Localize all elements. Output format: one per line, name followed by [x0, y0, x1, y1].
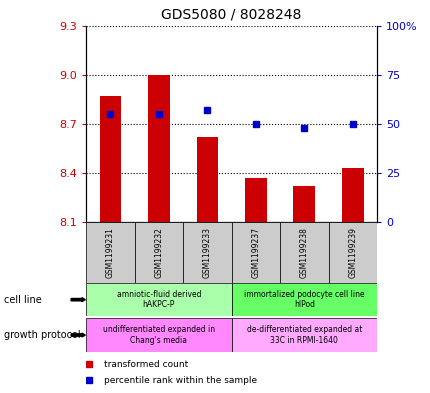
- Text: growth protocol: growth protocol: [4, 330, 81, 340]
- Text: GSM1199237: GSM1199237: [251, 227, 260, 278]
- FancyBboxPatch shape: [280, 222, 328, 283]
- Bar: [341, 168, 363, 222]
- FancyBboxPatch shape: [183, 222, 231, 283]
- Text: amniotic-fluid derived
hAKPC-P: amniotic-fluid derived hAKPC-P: [117, 290, 201, 309]
- FancyBboxPatch shape: [134, 222, 183, 283]
- Text: GSM1199232: GSM1199232: [154, 227, 163, 278]
- Text: undifferentiated expanded in
Chang's media: undifferentiated expanded in Chang's med…: [103, 325, 215, 345]
- Text: GSM1199231: GSM1199231: [106, 227, 115, 278]
- Bar: [196, 137, 218, 222]
- FancyBboxPatch shape: [86, 283, 231, 316]
- Bar: [147, 75, 169, 222]
- Text: GSM1199233: GSM1199233: [203, 227, 212, 278]
- FancyBboxPatch shape: [231, 318, 376, 352]
- FancyBboxPatch shape: [231, 283, 376, 316]
- Text: de-differentiated expanded at
33C in RPMI-1640: de-differentiated expanded at 33C in RPM…: [246, 325, 361, 345]
- Text: GSM1199238: GSM1199238: [299, 227, 308, 278]
- Bar: [99, 96, 121, 222]
- FancyBboxPatch shape: [328, 222, 376, 283]
- Text: GSM1199239: GSM1199239: [347, 227, 356, 278]
- FancyBboxPatch shape: [86, 318, 231, 352]
- Title: GDS5080 / 8028248: GDS5080 / 8028248: [161, 7, 301, 22]
- FancyBboxPatch shape: [86, 222, 134, 283]
- Text: transformed count: transformed count: [104, 360, 187, 369]
- Bar: [244, 178, 266, 222]
- Text: cell line: cell line: [4, 295, 42, 305]
- FancyBboxPatch shape: [231, 222, 280, 283]
- Text: immortalized podocyte cell line
hIPod: immortalized podocyte cell line hIPod: [243, 290, 364, 309]
- Text: percentile rank within the sample: percentile rank within the sample: [104, 376, 256, 385]
- Bar: [293, 186, 315, 222]
